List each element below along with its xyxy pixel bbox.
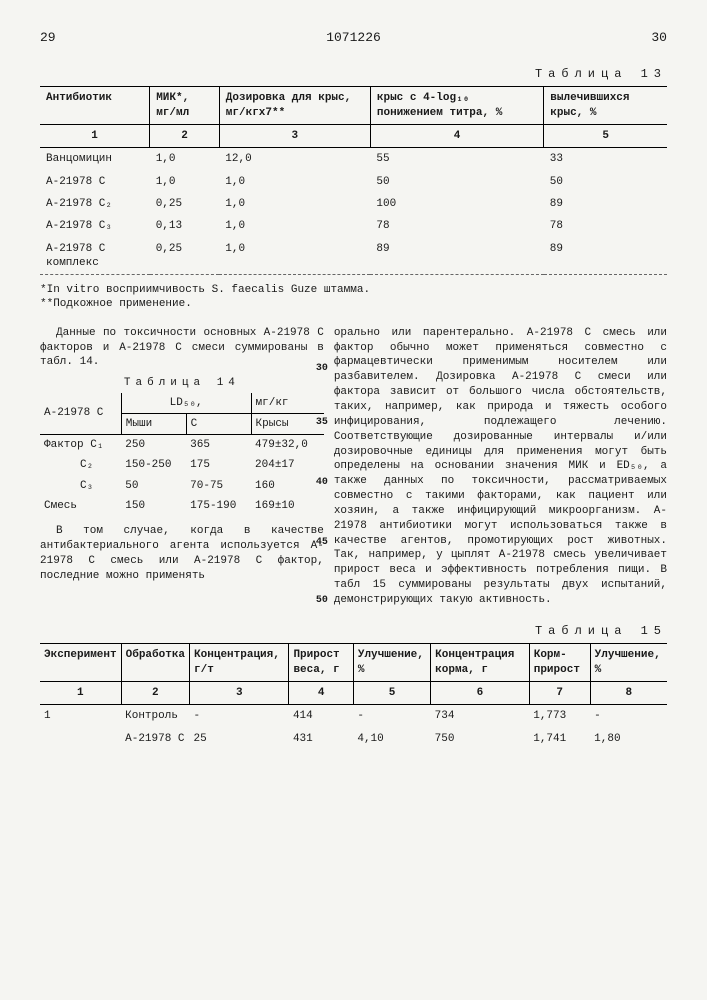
table-row: A-21978 C комплекс0,251,08989 <box>40 238 667 275</box>
t13-num-3: 3 <box>219 125 370 148</box>
t15-num-7: 7 <box>529 681 590 704</box>
line-num-30: 30 <box>316 362 328 375</box>
t13-col-2: МИК*, мг/мл <box>150 87 220 125</box>
t15-num-2: 2 <box>121 681 189 704</box>
right-column: 30 35 40 45 50 орально или парентерально… <box>334 326 667 614</box>
table-row: Фактор C₁250365479±32,0 <box>40 435 324 456</box>
t15-col-6: Концентрация корма, г <box>431 644 530 682</box>
right-para-1: орально или парентерально. A-21978 C сме… <box>334 326 667 608</box>
t15-num-1: 1 <box>40 681 121 704</box>
t15-num-5: 5 <box>353 681 430 704</box>
footnote-1: *In vitro восприимчивость S. faecalis Gu… <box>40 283 667 297</box>
line-num-40: 40 <box>316 476 328 489</box>
page-num-left: 29 <box>40 30 56 47</box>
table-row: A-21978 C₃0,131,07878 <box>40 215 667 237</box>
page-header: 29 1071226 30 <box>40 30 667 47</box>
table-row: Ванцомицин1,012,05533 <box>40 148 667 171</box>
table-row: Смесь150175-190169±10 <box>40 496 324 516</box>
t14-h3: мг/кг <box>251 393 324 414</box>
table-row: C₂150-250175204±17 <box>40 455 324 475</box>
page-num-right: 30 <box>651 30 667 47</box>
table14-label: Таблица 14 <box>40 376 324 390</box>
t14-sub-2: C <box>186 413 251 434</box>
left-para-2: В том случае, когда в качестве антибакте… <box>40 524 324 583</box>
table-row: 1Контроль-414-7341,773- <box>40 705 667 728</box>
table-15: Эксперимент Обработка Концентрация, г/т … <box>40 643 667 749</box>
table15-label: Таблица 15 <box>40 624 667 640</box>
doc-number: 1071226 <box>326 30 381 47</box>
t13-num-4: 4 <box>370 125 543 148</box>
t15-num-3: 3 <box>190 681 289 704</box>
t15-col-4: Прирост веса, г <box>289 644 353 682</box>
t15-col-8: Улучшение, % <box>590 644 667 682</box>
t13-num-5: 5 <box>544 125 667 148</box>
table-row: C₃5070-75160 <box>40 476 324 496</box>
t15-col-3: Концентрация, г/т <box>190 644 289 682</box>
table-14: A-21978 C LD₅₀, мг/кг Мыши C Крысы Факто… <box>40 393 324 517</box>
table13-footnotes: *In vitro восприимчивость S. faecalis Gu… <box>40 283 667 312</box>
t14-sub-1: Мыши <box>121 413 186 434</box>
two-column-body: Данные по токсичности основных A-21978 C… <box>40 326 667 614</box>
line-num-45: 45 <box>316 536 328 549</box>
t13-col-3: Дозировка для крыс, мг/кгх7** <box>219 87 370 125</box>
table-row: A-21978 C1,01,05050 <box>40 171 667 193</box>
t15-col-5: Улучшение, % <box>353 644 430 682</box>
table-row: A-21978 C254314,107501,7411,80 <box>40 728 667 750</box>
t13-num-2: 2 <box>150 125 220 148</box>
left-column: Данные по токсичности основных A-21978 C… <box>40 326 324 614</box>
t15-num-8: 8 <box>590 681 667 704</box>
table-row: A-21978 C₂0,251,010089 <box>40 193 667 215</box>
table-13: Антибиотик МИК*, мг/мл Дозировка для кры… <box>40 86 667 275</box>
t13-num-1: 1 <box>40 125 150 148</box>
t15-col-7: Корм-прирост <box>529 644 590 682</box>
table13-label: Таблица 13 <box>40 67 667 83</box>
t13-col-5: вылечившихся крыс, % <box>544 87 667 125</box>
t15-col-1: Эксперимент <box>40 644 121 682</box>
t14-h1: A-21978 C <box>40 393 121 435</box>
t13-col-4: крыс с 4-log₁₀ понижением титра, % <box>370 87 543 125</box>
line-num-50: 50 <box>316 594 328 607</box>
t14-sub-3: Крысы <box>251 413 324 434</box>
footnote-2: **Подкожное применение. <box>40 297 667 311</box>
left-para-1: Данные по токсичности основных A-21978 C… <box>40 326 324 371</box>
t15-col-2: Обработка <box>121 644 189 682</box>
line-num-35: 35 <box>316 416 328 429</box>
t14-h2: LD₅₀, <box>121 393 251 414</box>
t15-num-6: 6 <box>431 681 530 704</box>
t15-num-4: 4 <box>289 681 353 704</box>
t13-col-1: Антибиотик <box>40 87 150 125</box>
